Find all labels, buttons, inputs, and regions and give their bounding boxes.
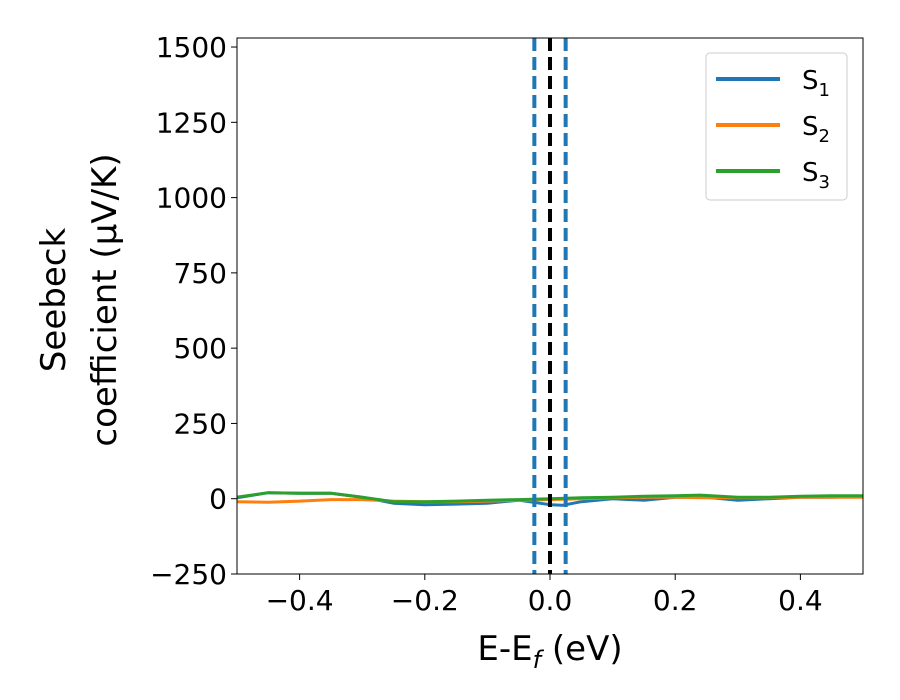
x-tick-label: 0.0 [528,584,573,617]
y-tick-label: −250 [150,558,227,591]
y-tick-label: 1250 [156,106,227,139]
legend-label-subscript: 3 [819,172,830,193]
legend-label-main: S [802,158,819,188]
legend-label-subscript: 1 [819,80,830,101]
legend-label-s1: S1 [802,66,830,101]
x-axis: −0.4 −0.2 0.0 0.2 0.4 [266,574,823,617]
y-axis-title-line2: coefficient (μV/K) [85,153,125,446]
x-tick-label: −0.2 [391,584,459,617]
x-tick-label: 0.4 [778,584,823,617]
x-axis-title: E-Ef (eV) [477,629,622,674]
x-axis-title-main: E-E [477,629,532,669]
y-tick-label: 250 [174,407,227,440]
y-axis-title-line1: Seebeck [34,228,74,373]
y-axis: −250 0 250 500 750 1000 1250 1500 [150,31,237,591]
y-tick-label: 0 [209,483,227,516]
y-tick-label: 750 [174,257,227,290]
y-tick-label: 500 [174,332,227,365]
y-tick-label: 1000 [156,182,227,215]
legend-label-main: S [802,112,819,142]
legend-label-subscript: 2 [819,126,830,147]
x-tick-label: −0.4 [266,584,334,617]
legend-label-s2: S2 [802,112,830,147]
x-axis-title-unit: (eV) [541,629,623,669]
legend-label-main: S [802,66,819,96]
plot-area [237,38,863,574]
x-tick-label: 0.2 [653,584,698,617]
legend-label-s3: S3 [802,158,830,193]
y-axis-title: Seebeck coefficient (μV/K) [34,153,125,446]
y-tick-label: 1500 [156,31,227,64]
